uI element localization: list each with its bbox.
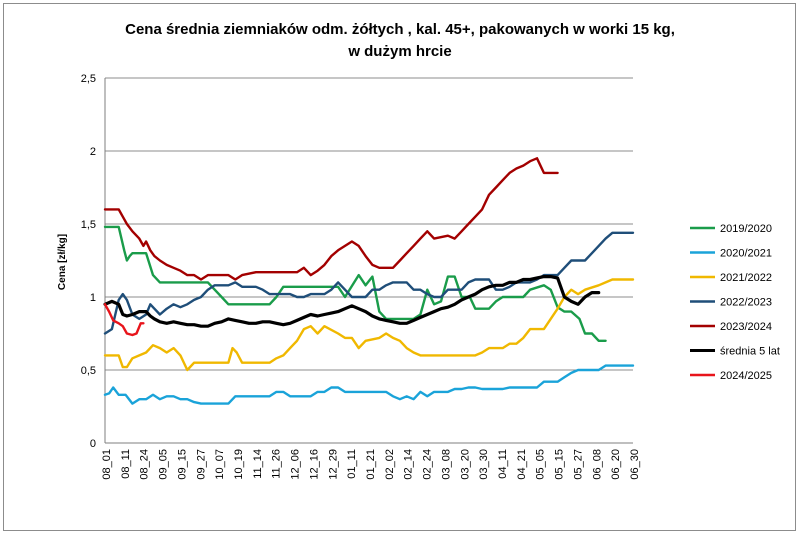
x-tick-label: 11_26 (271, 449, 283, 479)
y-tick-label: 0 (90, 438, 96, 450)
x-tick-label: 06_30 (629, 449, 641, 480)
series-line-1 (103, 364, 635, 405)
legend-label: 2024/2025 (720, 370, 772, 382)
x-tick-label: 08_11 (120, 449, 132, 479)
x-tick-label: 02_02 (384, 449, 396, 480)
y-tick-label: 2,5 (81, 73, 96, 85)
x-tick-label: 12_29 (327, 449, 339, 480)
legend-label: 2022/2023 (720, 297, 772, 309)
series-lines (103, 157, 635, 405)
series-line-4 (103, 157, 559, 281)
x-tick-label: 08_01 (101, 449, 113, 480)
x-tick-label: 03_30 (478, 449, 490, 480)
x-tick-label: 01_11 (346, 449, 358, 479)
x-tick-label: 01_21 (365, 449, 377, 480)
y-tick-label: 2 (90, 146, 96, 158)
x-tick-label: 06_20 (610, 449, 622, 480)
x-tick-label: 05_05 (535, 449, 547, 480)
chart-title-line-2: w dużym hrcie (347, 43, 451, 60)
x-tick-label: 02_14 (403, 449, 415, 480)
x-tick-label: 05_15 (554, 449, 566, 480)
y-tick-label: 0,5 (81, 365, 96, 377)
chart-title-line-1: Cena średnia ziemniaków odm. żółtych , k… (125, 21, 675, 38)
price-line-chart: Cena średnia ziemniaków odm. żółtych , k… (57, 21, 780, 480)
y-tick-label: 1 (90, 292, 96, 304)
x-tick-label: 09_15 (176, 449, 188, 480)
legend-label: 2020/2021 (720, 248, 772, 260)
gridlines (104, 77, 633, 444)
x-tick-label: 05_27 (572, 449, 584, 480)
x-tick-label: 12_16 (308, 449, 320, 480)
legend-label: 2021/2022 (720, 272, 772, 284)
series-line-6 (103, 303, 145, 337)
y-tick-label: 1,5 (81, 219, 96, 231)
legend-label: 2023/2024 (720, 321, 772, 333)
x-tick-label: 03_08 (440, 449, 452, 480)
x-tick-label: 04_21 (516, 449, 528, 480)
x-tick-label: 04_11 (497, 449, 509, 479)
legend-label: średnia 5 lat (720, 346, 780, 358)
series-line-2 (103, 278, 635, 372)
x-tick-label: 12_06 (290, 449, 302, 480)
legend-label: 2019/2020 (720, 223, 772, 235)
x-tick-label: 09_27 (195, 449, 207, 480)
x-tick-label: 06_08 (591, 449, 603, 480)
series-line-3 (103, 231, 635, 335)
x-tick-label: 02_24 (422, 449, 434, 480)
y-axis-label: Cena [zł/kg] (57, 234, 68, 290)
x-tick-label: 09_05 (158, 449, 170, 480)
series-line-5 (103, 275, 601, 328)
chart-frame: Cena średnia ziemniaków odm. żółtych , k… (3, 3, 796, 531)
x-tick-labels: 08_01 08_11 08_24 09_05 09_15 09_27 10_07 10_19… (101, 449, 641, 480)
x-tick-label: 11_14 (252, 449, 264, 479)
x-tick-label: 08_24 (139, 449, 151, 480)
x-tick-label: 10_19 (233, 449, 245, 480)
y-tick-labels: 0 0,5 1 1,5 2 2,5 (81, 73, 96, 450)
legend: 2019/2020 2020/2021 2021/2022 2022/2023 2023… (690, 223, 780, 382)
series-line-0 (103, 225, 607, 342)
x-tick-label: 03_20 (459, 449, 471, 480)
x-tick-label: 10_07 (214, 449, 226, 480)
